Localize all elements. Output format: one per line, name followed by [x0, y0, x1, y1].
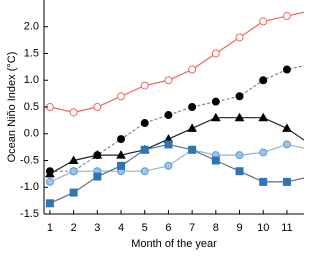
y-tick-label: 1.5	[24, 47, 39, 59]
marker	[282, 12, 291, 21]
marker	[259, 17, 268, 26]
marker	[258, 112, 269, 122]
marker	[282, 177, 291, 186]
marker	[282, 65, 291, 74]
marker	[235, 33, 244, 42]
y-tick-label: 0.5	[24, 101, 39, 113]
series-line	[49, 117, 304, 175]
marker	[140, 81, 149, 90]
marker	[235, 167, 244, 176]
chart: Ocean Niño Index (°C) Month of the year …	[6, 0, 304, 250]
marker	[259, 76, 268, 85]
y-tick-label: -0.5	[20, 154, 39, 166]
x-tick-label: 10	[257, 222, 269, 234]
marker	[69, 167, 78, 176]
marker	[117, 92, 126, 101]
marker	[140, 145, 149, 154]
y-tick-label: 1.0	[24, 74, 39, 86]
marker	[164, 111, 173, 120]
marker	[69, 188, 78, 197]
x-tick-label: 7	[189, 222, 195, 234]
x-tick-label: 1	[47, 222, 53, 234]
marker	[211, 49, 220, 58]
marker	[211, 156, 220, 165]
series-line	[49, 11, 304, 113]
marker	[282, 123, 292, 132]
marker	[235, 151, 244, 160]
y-tick-label: -1.5	[20, 208, 39, 220]
marker	[92, 150, 103, 159]
y-tick-label: 0.0	[24, 128, 39, 140]
marker	[93, 172, 102, 181]
x-tick-label: 11	[281, 222, 292, 234]
marker	[93, 103, 102, 111]
marker	[188, 145, 197, 154]
marker	[164, 140, 173, 149]
marker	[45, 168, 55, 178]
marker	[187, 123, 197, 132]
x-tick-label: 2	[71, 222, 77, 234]
marker	[68, 155, 79, 164]
x-tick-label: 9	[236, 222, 242, 234]
marker	[117, 135, 126, 144]
y-tick-label: 2.0	[24, 21, 39, 33]
y-axis-title: Ocean Niño Index (°C)	[6, 52, 18, 163]
x-tick-label: 6	[165, 222, 171, 234]
marker	[188, 103, 197, 111]
x-axis-title: Month of the year	[131, 238, 217, 250]
marker	[116, 150, 126, 159]
marker	[211, 97, 220, 106]
x-tick-label: 5	[142, 222, 148, 234]
x-tick-label: 4	[118, 222, 124, 234]
x-tick-label: 3	[94, 222, 100, 234]
y-tick-label: -1.0	[20, 181, 39, 193]
marker	[282, 140, 291, 149]
marker	[164, 161, 173, 170]
marker	[188, 65, 197, 74]
marker	[259, 148, 268, 157]
marker	[234, 112, 245, 122]
marker	[259, 177, 268, 186]
marker	[140, 167, 149, 176]
marker	[235, 92, 244, 101]
plot-area	[45, 11, 304, 208]
x-tick-label: 8	[213, 222, 219, 234]
marker	[140, 119, 149, 128]
marker	[164, 76, 173, 85]
marker	[117, 161, 126, 170]
marker	[45, 177, 54, 186]
marker	[69, 108, 78, 117]
marker	[45, 199, 54, 208]
marker	[210, 112, 221, 122]
